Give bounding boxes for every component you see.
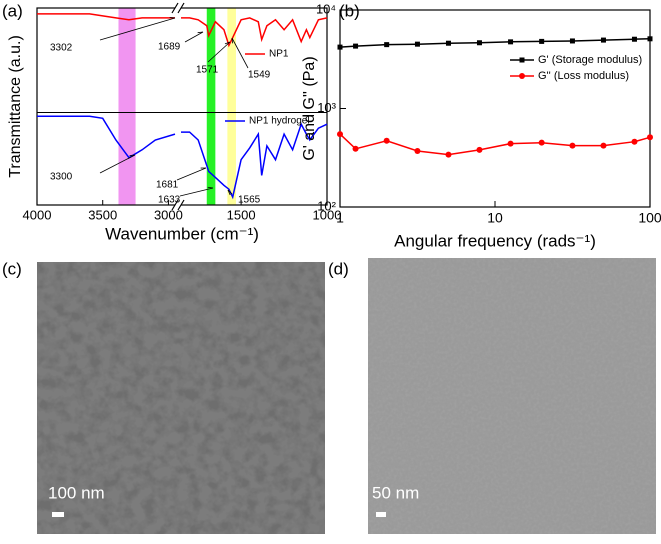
point: [601, 38, 606, 43]
point: [648, 36, 653, 41]
scale-bar-label: 50 nm: [372, 483, 419, 502]
legend-marker: [519, 73, 525, 79]
x-tick-label: 4000: [23, 207, 52, 222]
annotation: 1549: [248, 70, 271, 81]
scale-bar: [52, 512, 64, 517]
panel-label: (d): [328, 259, 349, 278]
annotation: 3302: [50, 43, 73, 54]
x-tick-label: 10: [487, 210, 503, 226]
point: [338, 45, 343, 50]
highlight-band: [118, 8, 135, 205]
spectrum-line: [37, 116, 327, 197]
y-tick-label: 10⁴: [316, 1, 336, 16]
point: [476, 147, 482, 153]
panel-label: (b): [339, 1, 360, 20]
y-axis-label: Transmittance (a.u.): [7, 35, 24, 178]
point: [570, 38, 575, 43]
annotation: 3300: [50, 172, 73, 183]
x-axis-label: Angular frequency (rads⁻¹): [394, 231, 596, 250]
x-tick-label: 1: [336, 210, 344, 226]
point: [353, 146, 359, 152]
y-axis-label: G' and G'' (Pa): [301, 56, 318, 160]
point: [446, 41, 451, 46]
point: [384, 42, 389, 47]
point: [647, 134, 653, 140]
axis-break-gap: [175, 4, 181, 12]
point: [539, 140, 545, 146]
point: [600, 143, 606, 149]
legend-label: NP1: [269, 49, 289, 60]
legend-marker: [520, 58, 525, 63]
legend-label: G' (Storage modulus): [538, 54, 642, 66]
point: [337, 131, 343, 137]
y-tick-label: 10²: [317, 198, 336, 213]
annotation-arrow: [100, 18, 175, 40]
point: [477, 40, 482, 45]
point: [445, 152, 451, 158]
point: [631, 139, 637, 145]
annotation-arrow: [185, 32, 203, 42]
annotation: 1571: [196, 65, 219, 76]
x-tick-label: 100: [638, 210, 661, 226]
scale-bar: [376, 512, 386, 517]
y-tick-label: 10³: [317, 100, 336, 115]
scale-bar-label: 100 nm: [48, 483, 105, 502]
point: [632, 37, 637, 42]
x-tick-label: 3500: [88, 207, 117, 222]
arrow-head: [170, 17, 175, 18]
point: [384, 138, 390, 144]
point: [539, 39, 544, 44]
annotation: 1565: [238, 195, 261, 206]
point: [508, 39, 513, 44]
point: [353, 44, 358, 49]
x-tick-label: 1500: [227, 207, 256, 222]
panel-label: (a): [2, 1, 23, 20]
annotation: 1689: [158, 42, 181, 53]
annotation-arrow: [177, 168, 206, 180]
point: [508, 141, 514, 147]
spectrum-line: [37, 14, 327, 46]
annotation: 1633: [158, 195, 181, 206]
point: [414, 148, 420, 154]
point: [415, 42, 420, 47]
point: [569, 143, 575, 149]
x-tick-label: 3000: [154, 207, 183, 222]
legend-label: G'' (Loss modulus): [538, 70, 629, 82]
panel-label: (c): [2, 259, 22, 278]
annotation: 1681: [156, 180, 179, 191]
highlight-band: [227, 8, 236, 205]
arrow-head: [130, 155, 135, 156]
x-axis-label: Wavenumber (cm⁻¹): [105, 224, 259, 243]
plot-frame: [37, 8, 327, 205]
